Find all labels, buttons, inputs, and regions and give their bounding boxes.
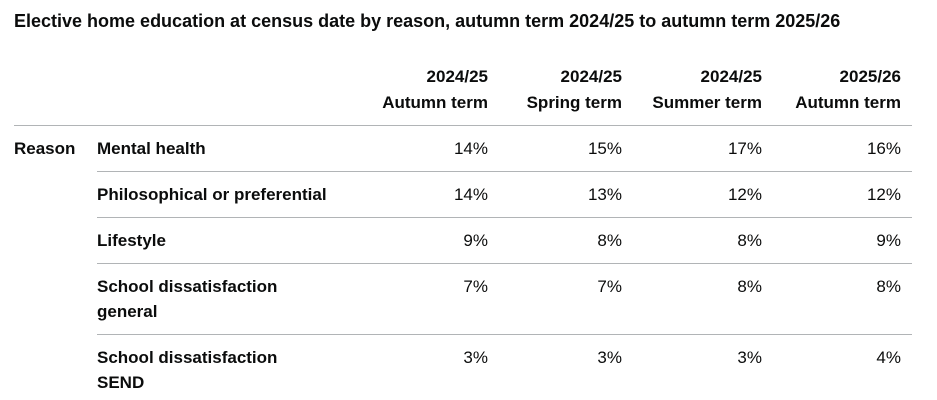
column-header: 2025/26 (839, 67, 901, 86)
column-header: Autumn term (795, 93, 901, 112)
cell-value: 8% (597, 231, 622, 250)
column-header: 2024/25 (560, 67, 622, 86)
cell-value: 16% (866, 139, 901, 158)
cell-value: 9% (463, 231, 488, 250)
column-header: 2024/25 (426, 67, 488, 86)
column-header: Autumn term (382, 93, 488, 112)
cell-value: 14% (453, 139, 488, 158)
cell-value: 12% (727, 185, 762, 204)
row-rule (97, 171, 912, 172)
cell-value: 8% (737, 231, 762, 250)
cell-value: 8% (737, 277, 762, 296)
cell-value: 3% (597, 348, 622, 367)
row-label: SEND (97, 373, 145, 392)
row-label: Philosophical or preferential (97, 185, 327, 204)
cell-value: 9% (876, 231, 901, 250)
row-rule (97, 334, 912, 335)
cell-value: 8% (876, 277, 901, 296)
row-label: Lifestyle (97, 231, 166, 250)
row-label: School dissatisfaction (97, 348, 278, 367)
row-rule (97, 263, 912, 264)
cell-value: 7% (597, 277, 622, 296)
table-title: Elective home education at census date b… (14, 11, 841, 31)
cell-value: 3% (737, 348, 762, 367)
row-label: general (97, 302, 158, 321)
row-label: School dissatisfaction (97, 277, 278, 296)
cell-value: 12% (866, 185, 901, 204)
row-label: Mental health (97, 139, 206, 158)
cell-value: 4% (876, 348, 901, 367)
cell-value: 13% (587, 185, 622, 204)
column-header: Summer term (652, 93, 762, 112)
row-rule (97, 217, 912, 218)
column-header: 2024/25 (700, 67, 762, 86)
cell-value: 17% (727, 139, 762, 158)
cell-value: 14% (453, 185, 488, 204)
column-header: Spring term (526, 93, 622, 112)
cell-value: 15% (587, 139, 622, 158)
cell-value: 7% (463, 277, 488, 296)
row-group-label: Reason (14, 139, 76, 158)
header-rule (14, 125, 912, 126)
cell-value: 3% (463, 348, 488, 367)
